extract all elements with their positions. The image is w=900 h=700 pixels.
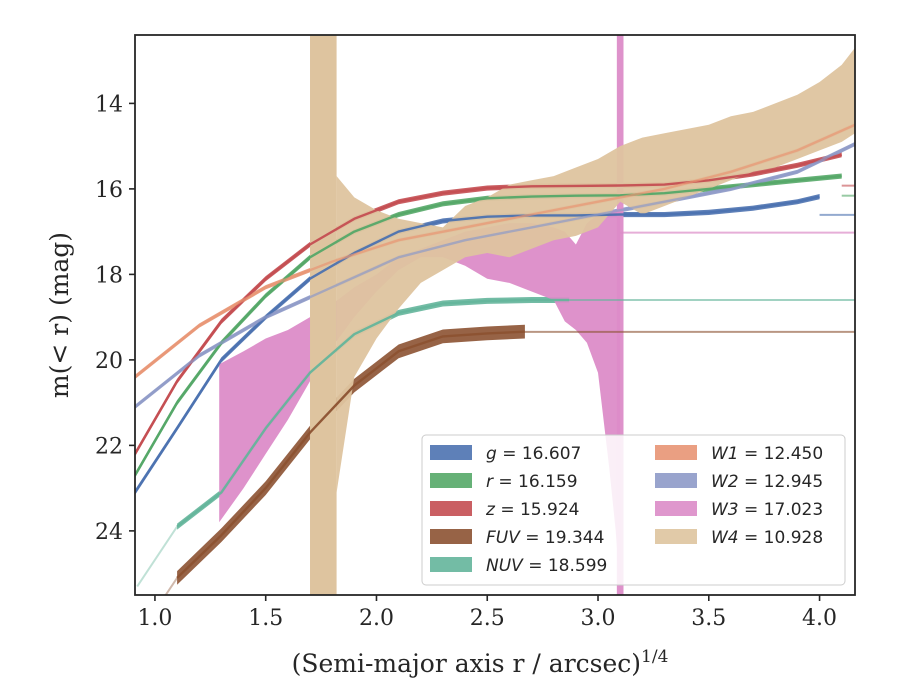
legend-swatch-w1 xyxy=(655,445,697,460)
legend-label-w4: W4 = 10.928 xyxy=(711,528,823,548)
x-tick-label: 2.5 xyxy=(470,606,505,631)
legend-box xyxy=(421,434,846,586)
x-tick-label: 3.0 xyxy=(581,606,616,631)
x-tick-label: 1.0 xyxy=(137,606,172,631)
y-tick-label: 20 xyxy=(95,349,123,374)
series-nuv-inner-extrapolation xyxy=(136,526,178,588)
legend-swatch-r xyxy=(430,473,472,488)
legend-swatch-fuv xyxy=(430,529,472,544)
y-axis-label: m(< r) (mag) xyxy=(45,232,74,398)
series-w2-line xyxy=(135,142,855,408)
legend-label-w1: W1 = 12.450 xyxy=(711,444,823,464)
series-w4-band xyxy=(336,47,855,493)
series-nuv-line xyxy=(176,298,570,528)
legend-label-nuv: NUV = 18.599 xyxy=(486,556,607,576)
series-g-line xyxy=(135,195,820,494)
x-axis-label-exponent: 1/4 xyxy=(641,647,668,667)
legend: g = 16.607 r = 16.159 z = 15.924 FUV = 19.3… xyxy=(421,434,846,586)
plot-frame xyxy=(134,34,856,596)
legend-label-w3: W3 = 17.023 xyxy=(711,500,823,520)
series-w3-band xyxy=(219,210,621,595)
x-tick-label: 2.0 xyxy=(359,606,394,631)
y-tick-label: 24 xyxy=(95,520,123,545)
legend-swatch-z xyxy=(430,501,472,516)
series-w4-vertical-band xyxy=(310,35,337,595)
series-w1-line xyxy=(135,123,855,378)
legend-swatch-g xyxy=(430,445,472,460)
legend-swatch-w2 xyxy=(655,473,697,488)
y-tick-label: 22 xyxy=(95,434,123,459)
legend-swatch-nuv xyxy=(430,557,472,572)
y-tick-label: 14 xyxy=(95,92,123,117)
legend-swatch-w3 xyxy=(655,501,697,516)
x-tick-label: 4.0 xyxy=(802,606,837,631)
y-tick-label: 18 xyxy=(95,263,123,288)
series-z-line xyxy=(135,153,842,455)
legend-label-z: z = 15.924 xyxy=(485,500,579,520)
legend-label-r: r = 16.159 xyxy=(486,472,578,492)
legend-label-w2: W2 = 12.945 xyxy=(711,472,823,492)
legend-label-g: g = 16.607 xyxy=(486,444,581,464)
series-fuv-inner-extrapolation xyxy=(164,577,178,595)
series-r-line xyxy=(135,174,842,476)
x-axis-label-main: (Semi-major axis r / arcsec) xyxy=(292,649,641,678)
y-tick-label: 16 xyxy=(95,178,123,203)
legend-swatch-w4 xyxy=(655,529,697,544)
x-tick-label: 1.5 xyxy=(248,606,283,631)
series-fuv-line xyxy=(176,330,525,579)
legend-label-fuv: FUV = 19.344 xyxy=(486,528,604,548)
series-w3-spike xyxy=(616,35,624,595)
x-tick-label: 3.5 xyxy=(691,606,726,631)
x-axis-label: (Semi-major axis r / arcsec)1/4 xyxy=(292,647,669,678)
